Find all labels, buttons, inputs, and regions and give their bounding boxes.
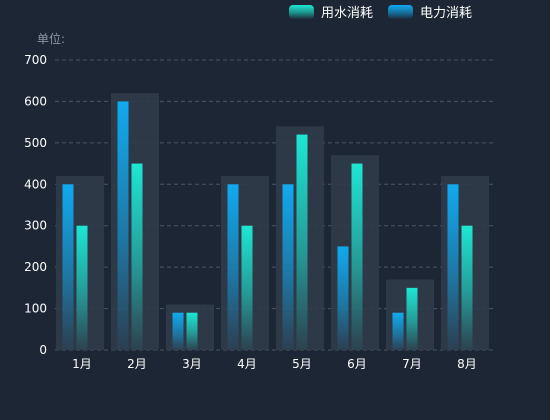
bar xyxy=(117,101,129,350)
legend-label: 电力消耗 xyxy=(420,6,472,21)
bar xyxy=(337,246,349,350)
bar xyxy=(131,163,143,350)
legend-swatch xyxy=(289,5,314,19)
bar xyxy=(392,312,404,350)
x-tick-label: 4月 xyxy=(237,357,257,371)
y-tick-label: 500 xyxy=(24,136,47,150)
x-tick-label: 1月 xyxy=(72,357,92,371)
unit-label: 单位: xyxy=(37,31,65,46)
x-tick-label: 6月 xyxy=(347,357,367,371)
bar xyxy=(447,184,459,350)
bar xyxy=(227,184,239,350)
y-tick-label: 400 xyxy=(24,177,47,191)
y-tick-label: 300 xyxy=(24,219,47,233)
x-tick-label: 5月 xyxy=(292,357,312,371)
bar xyxy=(461,225,473,350)
bar xyxy=(282,184,294,350)
bar xyxy=(406,287,418,350)
bar xyxy=(186,312,198,350)
bar xyxy=(241,225,253,350)
y-tick-label: 0 xyxy=(39,343,47,357)
x-tick-label: 8月 xyxy=(457,357,477,371)
bar xyxy=(172,312,184,350)
legend-swatch xyxy=(388,5,413,19)
legend[interactable]: 用水消耗 电力消耗 xyxy=(289,5,472,21)
bar xyxy=(76,225,88,350)
y-tick-label: 600 xyxy=(24,94,47,108)
bar xyxy=(62,184,74,350)
y-tick-label: 200 xyxy=(24,260,47,274)
x-axis-ticks: 1月 2月 3月 4月 5月 6月 7月 8月 xyxy=(72,357,477,371)
y-tick-label: 700 xyxy=(24,53,47,67)
y-axis-ticks: 0 100 200 300 400 500 600 700 xyxy=(24,53,47,357)
legend-label: 用水消耗 xyxy=(321,6,373,21)
bar xyxy=(296,134,308,350)
x-tick-label: 2月 xyxy=(127,357,147,371)
bar xyxy=(351,163,363,350)
x-tick-label: 7月 xyxy=(402,357,422,371)
x-tick-label: 3月 xyxy=(182,357,202,371)
y-tick-label: 100 xyxy=(24,302,47,316)
data-bars xyxy=(62,101,473,350)
